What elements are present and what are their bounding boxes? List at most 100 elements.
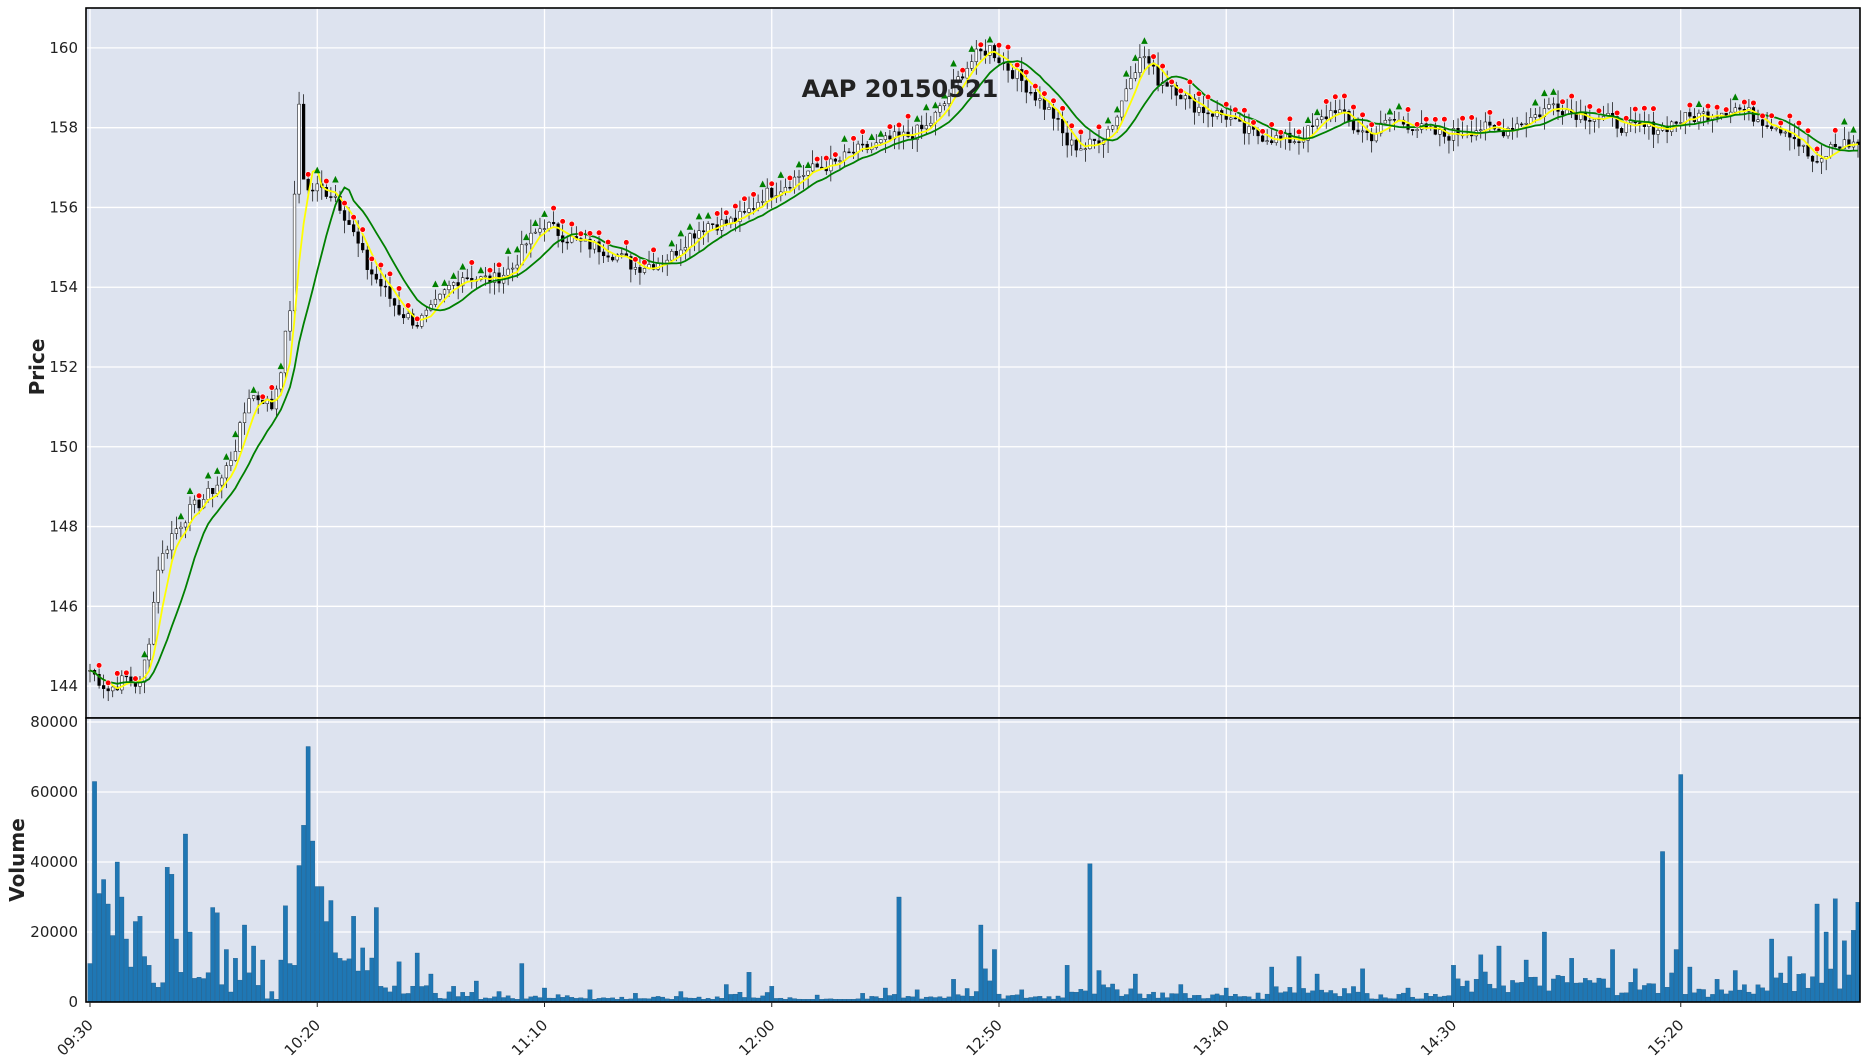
candle xyxy=(920,124,924,130)
volume-bar xyxy=(1033,996,1038,1003)
volume-bar xyxy=(369,957,375,1003)
volume-bar xyxy=(424,985,429,1003)
volume-bar xyxy=(1846,974,1852,1003)
candle xyxy=(1365,130,1369,133)
volume-bar xyxy=(328,900,334,1003)
volume-bar xyxy=(460,992,465,1003)
volume-bar xyxy=(233,958,238,1003)
price-y-axis-label: Price xyxy=(25,339,49,396)
volume-bar xyxy=(1478,954,1484,1003)
sell-signal-marker xyxy=(1495,120,1503,127)
volume-bar xyxy=(1564,982,1570,1003)
volume-y-ticks: 0 20000 40000 60000 80000 xyxy=(30,713,78,1011)
volume-bar xyxy=(1514,982,1520,1003)
volume-bar xyxy=(1714,979,1720,1003)
candle xyxy=(1820,158,1824,163)
volume-bar xyxy=(1814,903,1820,1003)
price-y-ticks: 144 146 148 150 152 154 156 158 160 xyxy=(49,39,78,695)
volume-bar xyxy=(1319,989,1325,1003)
candle xyxy=(951,82,956,97)
volume-bar xyxy=(1133,973,1138,1003)
buy-signal-marker xyxy=(941,91,948,99)
sell-signal-marker xyxy=(832,151,839,158)
candle xyxy=(347,220,351,225)
volume-panel: 0 20000 40000 60000 80000 Volume xyxy=(5,713,1861,1011)
volume-bar xyxy=(414,952,420,1003)
volume-bar xyxy=(655,996,661,1003)
volume-bar xyxy=(187,931,193,1003)
volume-bar xyxy=(1623,992,1629,1003)
price-tick-label: 154 xyxy=(49,278,78,296)
candle xyxy=(442,289,447,295)
sell-signal-marker xyxy=(1259,128,1266,135)
candle xyxy=(588,238,592,250)
buy-signal-marker xyxy=(541,210,548,217)
volume-bar xyxy=(1628,982,1634,1003)
candle xyxy=(97,674,101,686)
sell-signal-marker xyxy=(1632,106,1639,113)
volume-bar xyxy=(1305,992,1311,1003)
sell-signal-marker xyxy=(1241,107,1248,114)
volume-bar xyxy=(1078,989,1084,1003)
volume-bar xyxy=(1328,990,1334,1003)
buy-signal-marker xyxy=(1386,107,1394,115)
price-plot-area xyxy=(86,8,1860,718)
volume-bar xyxy=(1464,980,1470,1003)
volume-bar xyxy=(1569,958,1574,1003)
volume-bar xyxy=(960,995,965,1003)
sell-signal-marker xyxy=(1177,87,1184,94)
candle xyxy=(374,273,378,280)
candle xyxy=(156,569,160,603)
volume-bar xyxy=(392,985,397,1003)
volume-bar xyxy=(1560,975,1565,1003)
candle xyxy=(220,477,224,486)
price-tick-label: 152 xyxy=(49,358,78,376)
candle xyxy=(797,176,801,178)
candle xyxy=(565,241,569,244)
volume-bar xyxy=(155,987,161,1003)
candle xyxy=(361,243,365,251)
signal-markers xyxy=(95,35,1857,686)
volume-bar xyxy=(992,949,997,1003)
sell-signal-marker xyxy=(495,261,503,269)
volume-bar xyxy=(733,993,738,1003)
volume-bar xyxy=(1037,996,1043,1003)
sell-signal-marker xyxy=(814,156,821,163)
volume-bar xyxy=(1196,995,1202,1003)
sell-signal-marker xyxy=(1741,99,1748,106)
volume-bar xyxy=(1423,993,1429,1003)
volume-bar xyxy=(1510,980,1515,1003)
volume-bar xyxy=(1083,990,1088,1003)
volume-bar xyxy=(1228,995,1234,1003)
candle xyxy=(1079,148,1083,151)
volume-bar xyxy=(451,986,456,1003)
candle xyxy=(1479,129,1483,132)
volume-bar xyxy=(1664,987,1670,1003)
candle xyxy=(1483,121,1487,131)
volume-bar xyxy=(1255,992,1261,1003)
candle xyxy=(1838,146,1842,149)
candle xyxy=(370,269,374,275)
candle xyxy=(192,499,197,505)
candle xyxy=(1111,125,1115,130)
volume-bar xyxy=(1069,991,1075,1003)
sell-signal-marker xyxy=(1359,111,1366,118)
volume-bar xyxy=(124,938,129,1003)
candle xyxy=(1560,111,1565,115)
candle xyxy=(888,135,892,140)
volume-bar xyxy=(1828,968,1834,1003)
volume-bar xyxy=(1764,990,1770,1003)
candle xyxy=(329,196,333,198)
volume-bar xyxy=(1096,970,1102,1003)
volume-bar xyxy=(1346,993,1352,1003)
volume-bar xyxy=(351,916,356,1003)
candle xyxy=(551,222,556,225)
candle xyxy=(1024,80,1028,93)
sell-signal-marker xyxy=(750,191,757,198)
candle xyxy=(1279,135,1283,139)
candle xyxy=(1147,56,1151,64)
candle xyxy=(388,286,392,299)
candle xyxy=(765,187,769,202)
volume-bar xyxy=(1532,976,1538,1003)
candle xyxy=(447,285,451,290)
